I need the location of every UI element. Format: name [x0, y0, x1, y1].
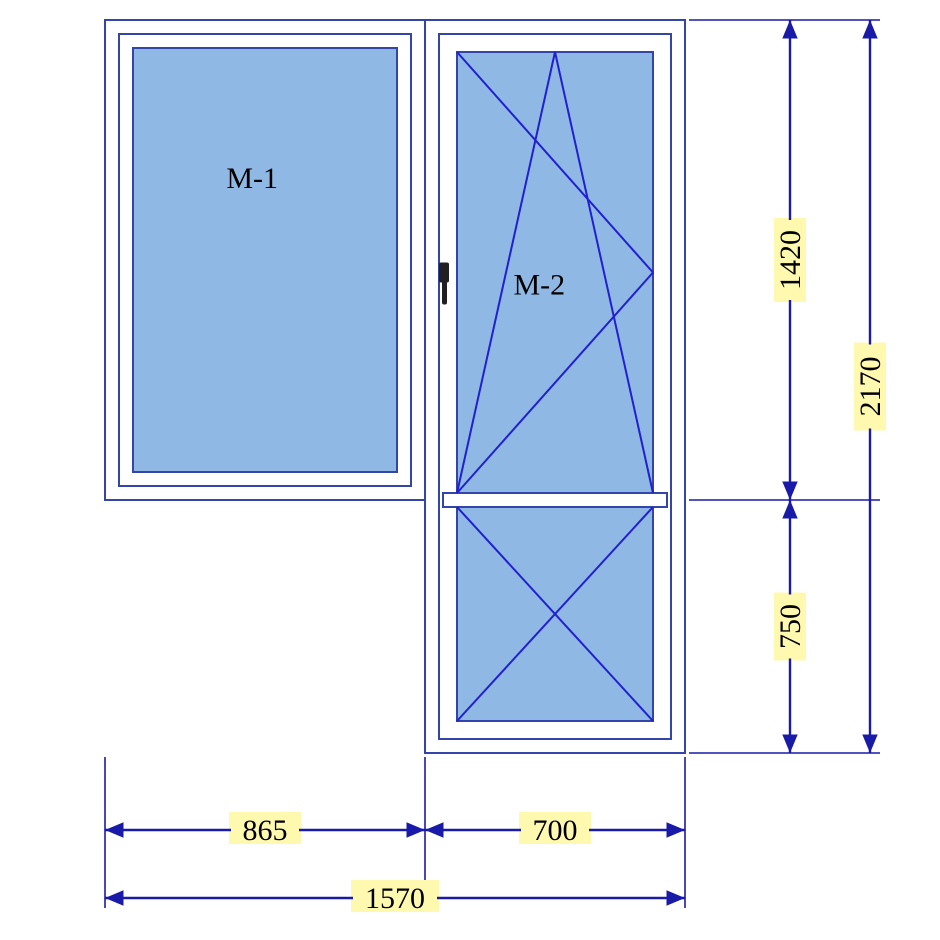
dim-vertical: 1420 750 2170 — [689, 20, 887, 753]
dim-2170: 2170 — [854, 357, 887, 417]
dim-865: 865 — [243, 814, 288, 847]
dim-horizontal: 865 700 1570 — [105, 757, 685, 915]
window-label: M-1 — [226, 162, 278, 195]
dim-700: 700 — [533, 814, 578, 847]
door-m2: M-2 — [425, 20, 685, 753]
dim-1570: 1570 — [365, 882, 425, 915]
dim-750: 750 — [774, 604, 807, 649]
door-label: M-2 — [513, 269, 565, 302]
window-m1: M-1 — [105, 20, 425, 500]
dim-1420: 1420 — [774, 230, 807, 290]
